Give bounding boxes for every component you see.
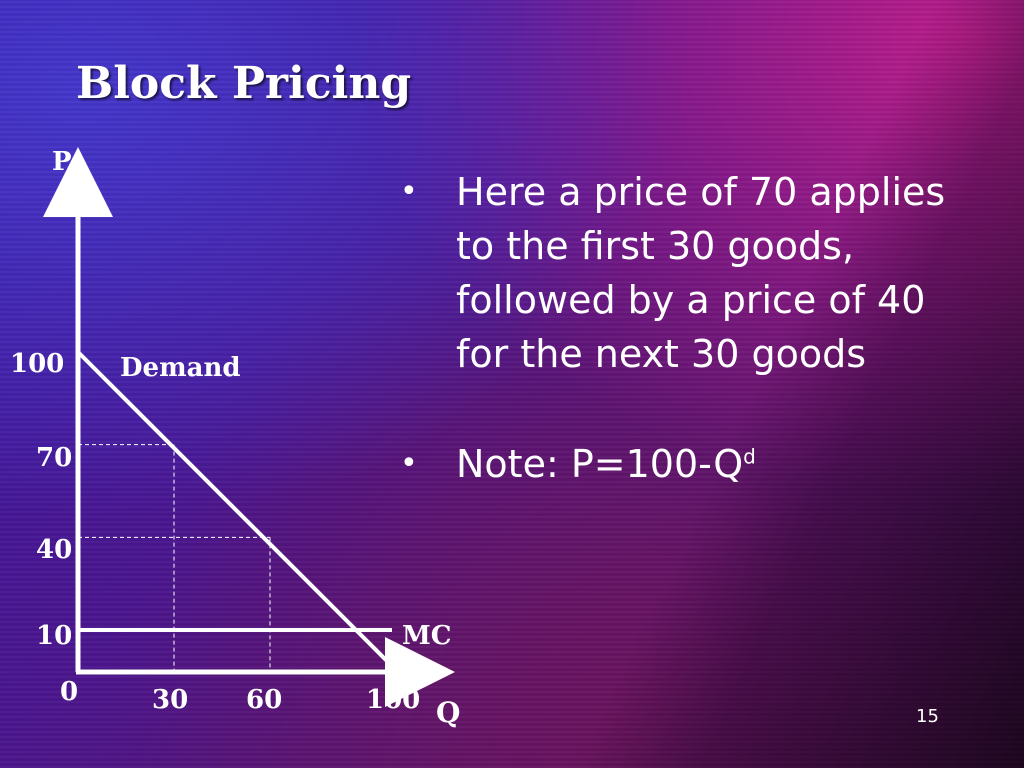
mc-label: MC: [402, 621, 451, 651]
x-tick-60: 60: [246, 685, 282, 715]
y-tick-70: 70: [36, 443, 72, 473]
bullet-text-1: Here a price of 70 applies to the first …: [456, 170, 946, 376]
y-tick-40: 40: [36, 535, 72, 565]
page-number: 15: [916, 706, 939, 727]
demand-label: Demand: [120, 353, 241, 383]
y-axis-label: P: [52, 147, 72, 177]
x-tick-30: 30: [152, 685, 188, 715]
y-tick-10: 10: [36, 621, 72, 651]
bullet-item-1: • Here a price of 70 applies to the firs…: [400, 165, 960, 381]
demand-line: [76, 350, 400, 674]
origin-label: 0: [60, 677, 78, 707]
background-fold: [560, 0, 1024, 768]
bullet-superscript: d: [743, 444, 756, 469]
bullet-dot-icon: •: [400, 174, 418, 209]
bullet-list: • Here a price of 70 applies to the firs…: [400, 165, 960, 491]
y-tick-100: 100: [10, 349, 64, 379]
x-tick-100: 100: [366, 685, 420, 715]
bullet-item-2: • Note: P=100-Qd: [400, 437, 960, 491]
bullet-dot-icon: •: [400, 446, 418, 481]
x-axis-label: Q: [436, 696, 460, 729]
slide-title: Block Pricing: [76, 58, 412, 109]
bullet-text-2: Note: P=100-Q: [456, 442, 744, 486]
